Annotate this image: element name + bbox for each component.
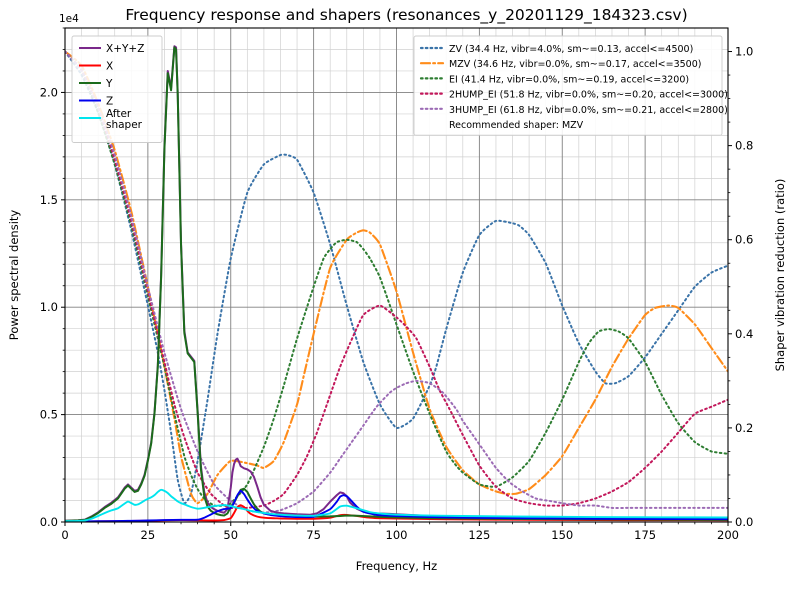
shaper-curve-2hump_ei — [65, 50, 728, 510]
psd-curve-after-shaper — [65, 488, 728, 522]
axis-ticks: 0 25 50 75 100 125 150 175 2000.00.51.01.52.00.0… — [40, 27, 753, 542]
legend-label-2hump_ei: 2HUMP_EI (51.8 Hz, vibr=0.0%, sm~=0.20, … — [449, 90, 728, 101]
y-tick-label-right: 0.0 — [735, 515, 753, 529]
y-axis-label: Power spectral density — [7, 210, 21, 341]
x-tick-label: 50 — [223, 528, 238, 542]
legend-label-mzv: MZV (34.6 Hz, vibr=0.0%, sm~=0.17, accel… — [449, 59, 701, 70]
y-axis-exponent: 1e4 — [59, 13, 79, 25]
x-tick-label: 25 — [141, 528, 156, 542]
shaper-curve-3hump_ei — [65, 50, 728, 514]
y-tick-label-right: 0.8 — [735, 139, 753, 153]
legend-label-after-shaper: After — [106, 108, 132, 120]
x-tick-label: 0 — [61, 528, 68, 542]
x-tick-label: 100 — [386, 528, 408, 542]
shaper-legend: ZV (34.4 Hz, vibr=4.0%, sm~=0.13, accel<… — [413, 35, 728, 136]
psd-curve-y — [65, 46, 728, 522]
legend-label-after-shaper-2: shaper — [106, 119, 143, 131]
y-tick-label: 0.5 — [40, 408, 58, 422]
y-tick-label-right: 0.6 — [735, 233, 753, 247]
y-axis-label-right: Shaper vibration reduction (ratio) — [773, 179, 787, 372]
y-tick-label: 1.0 — [40, 300, 58, 314]
y-tick-label-right: 1.0 — [735, 45, 753, 59]
legend-label-z: Z — [106, 96, 113, 108]
x-tick-label: 125 — [468, 528, 490, 542]
legend-label-x: X — [106, 61, 113, 73]
psd-curve-z — [65, 489, 728, 522]
x-tick-label: 200 — [717, 528, 739, 542]
legend-label-ei: EI (41.4 Hz, vibr=0.0%, sm~=0.19, accel<… — [449, 74, 689, 85]
legend-label-y: Y — [105, 78, 113, 90]
chart-title: Frequency response and shapers (resonanc… — [125, 6, 687, 25]
legend-label-3hump_ei: 3HUMP_EI (61.8 Hz, vibr=0.0%, sm~=0.21, … — [449, 105, 728, 116]
y-tick-label: 0.0 — [40, 515, 58, 529]
shaper-curves — [65, 50, 728, 514]
x-tick-label: 150 — [551, 528, 573, 542]
y-tick-label-right: 0.4 — [735, 327, 753, 341]
x-tick-label: 75 — [306, 528, 321, 542]
y-tick-label: 1.5 — [40, 193, 58, 207]
legend-label-zv: ZV (34.4 Hz, vibr=4.0%, sm~=0.13, accel<… — [449, 44, 693, 55]
psd-curves — [65, 45, 728, 522]
shaper-curve-ei — [65, 50, 728, 507]
shaper-curve-zv — [65, 50, 728, 505]
recommended-shaper-text: Recommended shaper: MZV — [449, 120, 584, 131]
x-axis-label: Frequency, Hz — [356, 559, 437, 573]
legend-label-x-y-z: X+Y+Z — [106, 43, 144, 55]
x-tick-label: 175 — [634, 528, 656, 542]
y-tick-label-right: 0.2 — [735, 421, 753, 435]
shaper-curve-mzv — [65, 50, 728, 505]
y-tick-label: 2.0 — [40, 85, 58, 99]
